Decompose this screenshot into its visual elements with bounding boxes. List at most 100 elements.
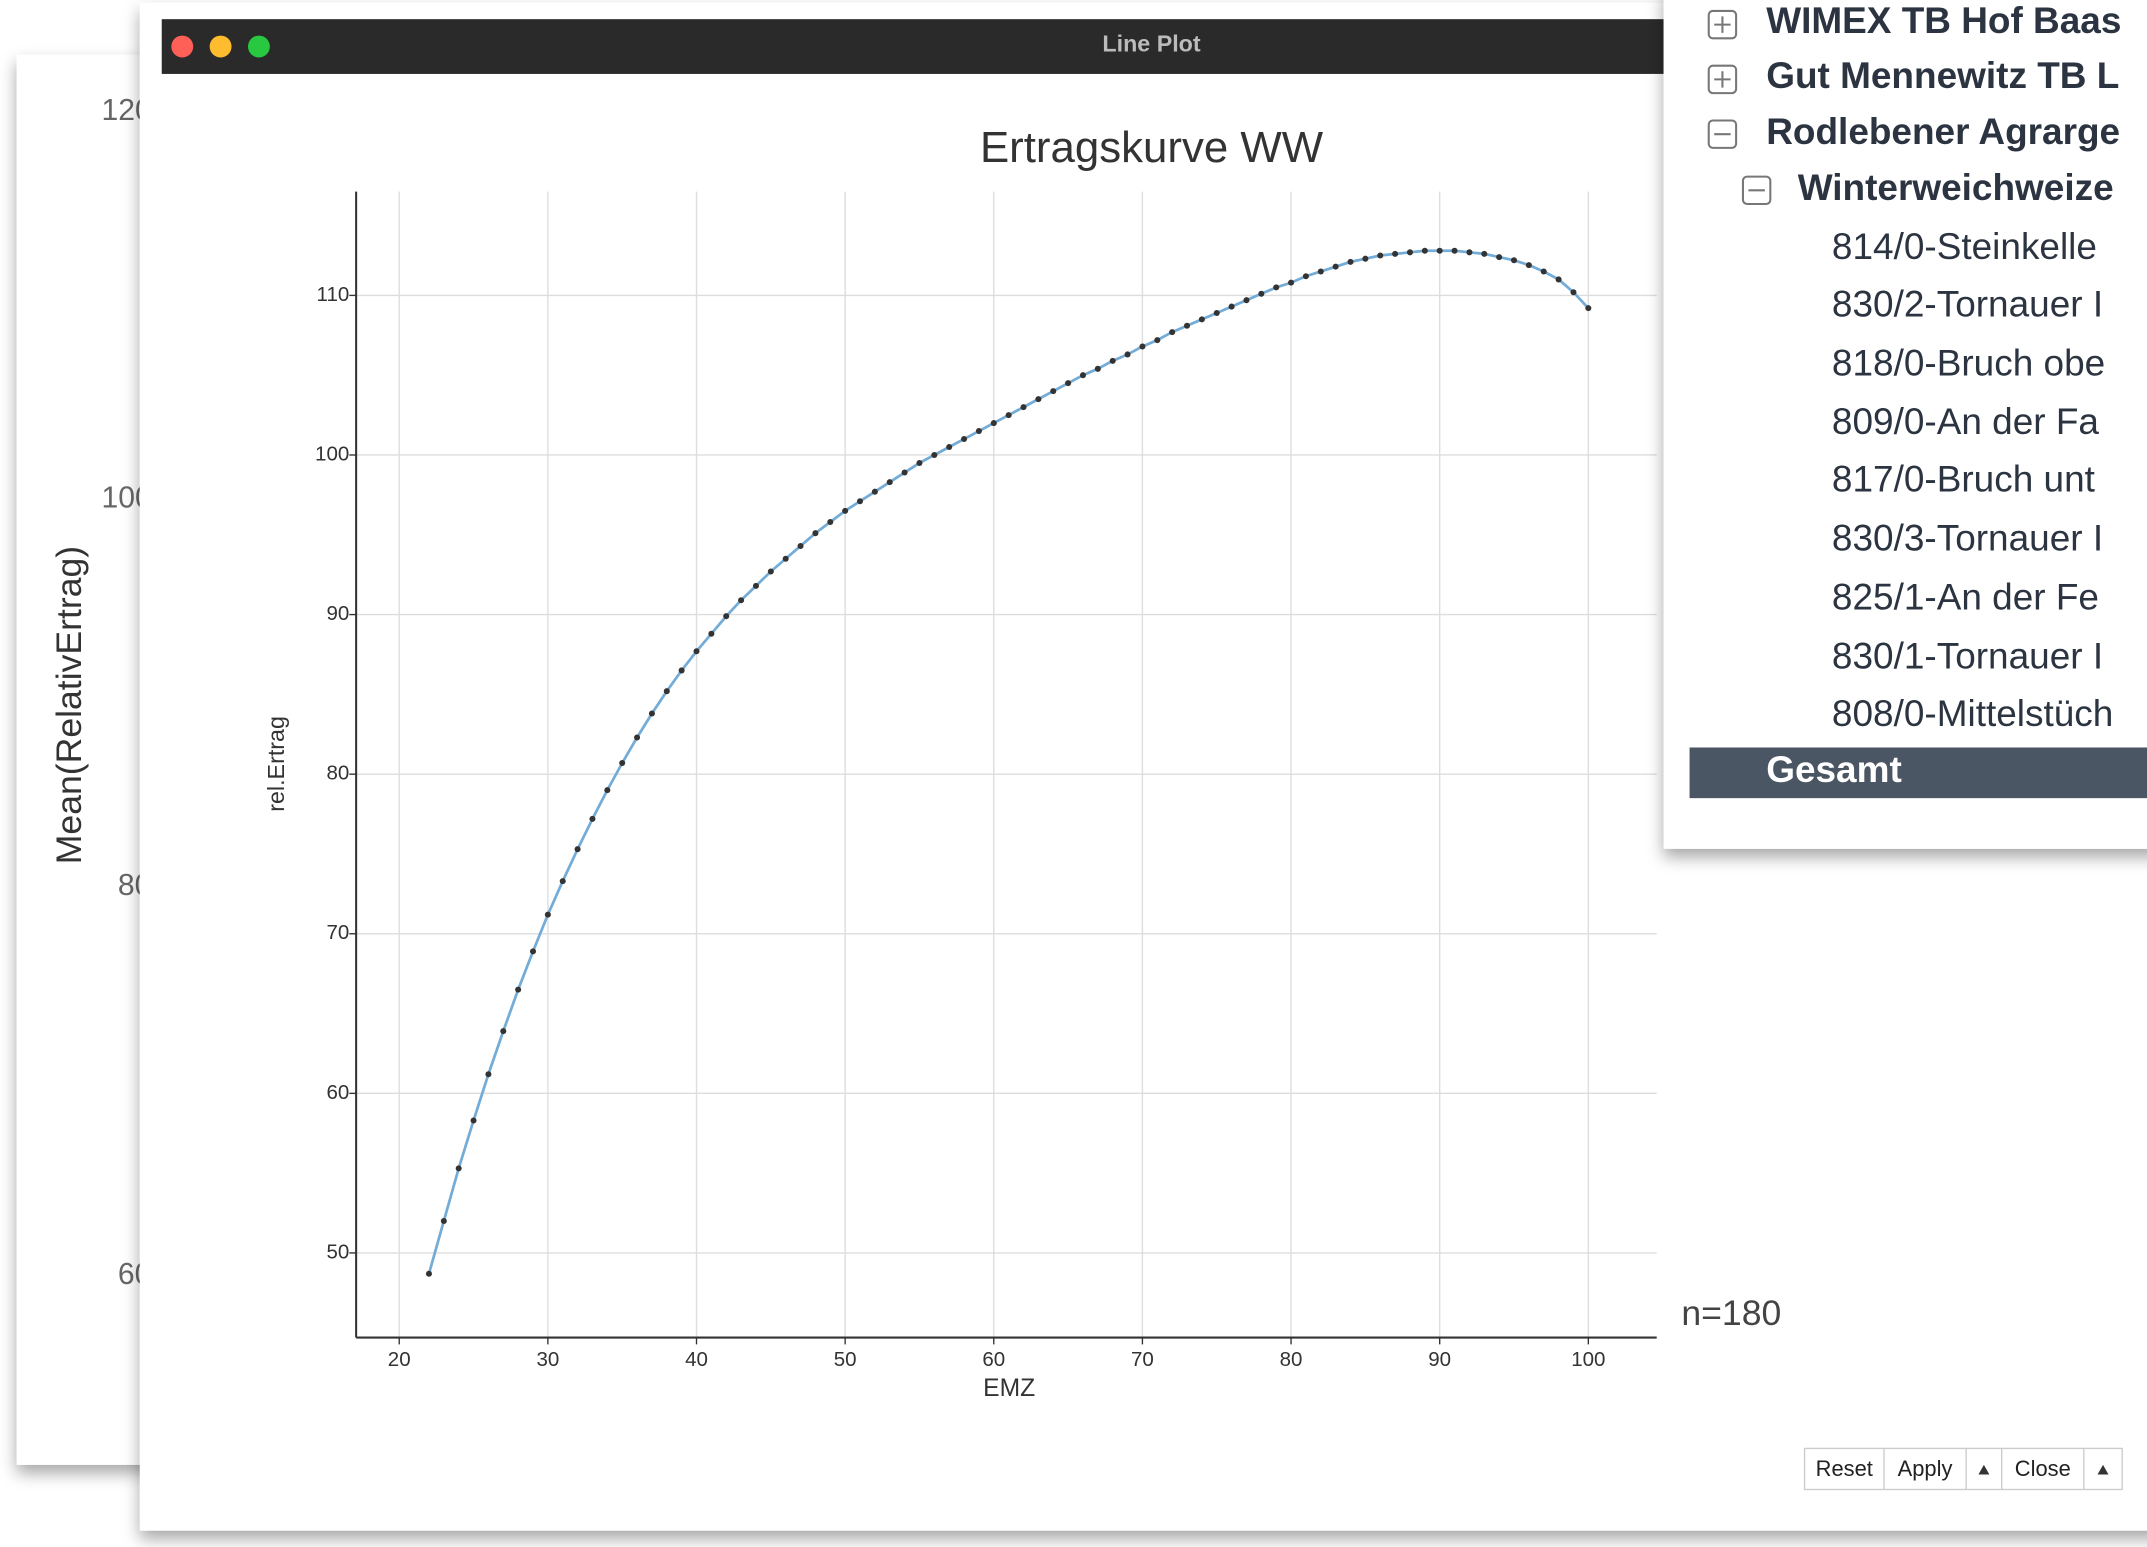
point: [1169, 329, 1176, 336]
point: [1377, 252, 1384, 259]
point: [1035, 396, 1042, 403]
point: [1154, 337, 1161, 344]
point: [946, 444, 953, 451]
point: [1198, 316, 1205, 323]
point: [1258, 290, 1265, 297]
point: [1511, 257, 1518, 264]
point: [738, 597, 745, 604]
x-tick-label: 60: [982, 1348, 1005, 1371]
point: [574, 846, 581, 853]
point: [1005, 412, 1012, 419]
chart-title: Ertragskurve WW: [980, 123, 1324, 172]
point: [752, 582, 759, 589]
point: [1570, 289, 1577, 296]
selected-row[interactable]: [1689, 747, 2147, 799]
tree-item[interactable]: Rodlebener Agrarge: [1766, 111, 2120, 152]
tree-item[interactable]: 825/1-An der Fe: [1832, 576, 2099, 617]
tree-icons: [1707, 9, 1772, 206]
point: [440, 1218, 447, 1225]
point: [1302, 273, 1309, 280]
y-tick-label: 50: [326, 1240, 349, 1263]
point: [767, 568, 774, 575]
point: [663, 688, 670, 695]
n-label: n=180: [1681, 1293, 1781, 1333]
point: [1109, 357, 1116, 364]
point: [797, 542, 804, 549]
collapse-icon[interactable]: [1741, 175, 1772, 206]
point: [961, 436, 968, 443]
y-axis-label: rel.Ertrag: [263, 716, 289, 812]
reset-button[interactable]: Reset: [1816, 1456, 1873, 1481]
tree-item[interactable]: 818/0-Bruch obe: [1832, 342, 2105, 383]
tree-item[interactable]: 817/0-Bruch unt: [1832, 459, 2095, 500]
point: [425, 1270, 432, 1277]
point: [782, 555, 789, 562]
point: [842, 507, 849, 514]
point: [1273, 284, 1280, 291]
expand-icon[interactable]: [1707, 9, 1738, 40]
tree-item[interactable]: 830/1-Tornauer I: [1832, 635, 2103, 676]
plot: Ertragskurve WW EMZ rel.Ertrag 20 30 40 50 6…: [263, 123, 1657, 1402]
point: [827, 519, 834, 526]
window-title: Line Plot: [1102, 30, 1200, 56]
button-bar: Reset Apply Close: [1803, 1447, 2123, 1491]
collapse-icon[interactable]: [1707, 119, 1738, 149]
point: [1555, 276, 1562, 283]
point: [856, 498, 864, 505]
y-tick-label: 80: [326, 762, 349, 785]
point: [1436, 247, 1443, 254]
close-dot[interactable]: [171, 35, 194, 58]
point: [1406, 249, 1413, 256]
point: [901, 469, 908, 476]
point: [916, 459, 923, 466]
point: [871, 488, 878, 495]
apply-button[interactable]: Apply: [1898, 1456, 1953, 1481]
plus: [1714, 16, 1731, 33]
tree-item[interactable]: Gut Mennewitz TB L: [1766, 55, 2119, 96]
point: [1213, 309, 1220, 316]
point: [931, 451, 938, 459]
tree-item-selected[interactable]: Gesamt: [1766, 749, 1902, 790]
point: [678, 667, 685, 674]
expand-icon[interactable]: [1707, 64, 1738, 95]
point: [1184, 322, 1191, 329]
close-menu-arrow[interactable]: [2097, 1464, 2109, 1475]
point: [1228, 303, 1235, 310]
point: [693, 648, 700, 655]
point: [604, 787, 611, 794]
point: [1466, 249, 1473, 256]
point: [1243, 297, 1250, 304]
point: [1332, 263, 1339, 270]
point: [975, 428, 982, 435]
apply-menu-arrow[interactable]: [1978, 1464, 1990, 1475]
tree-item[interactable]: 830/3-Tornauer I: [1832, 518, 2103, 559]
point: [1079, 372, 1086, 379]
point: [1124, 351, 1131, 358]
point: [1362, 255, 1369, 262]
tree-item[interactable]: 808/0-Mittelstüch: [1832, 693, 2113, 734]
point: [1317, 268, 1324, 275]
tree-item[interactable]: 814/0-Steinkelle: [1832, 226, 2097, 267]
tree-item[interactable]: 809/0-An der Fa: [1832, 401, 2099, 442]
point: [812, 530, 819, 537]
x-tick-label: 100: [1571, 1348, 1605, 1371]
y-tick-label: 90: [326, 602, 349, 625]
tree-item[interactable]: Winterweichweize: [1798, 167, 2114, 208]
point: [634, 734, 641, 741]
close-button[interactable]: Close: [2015, 1456, 2071, 1481]
point: [1065, 380, 1072, 387]
point: [1139, 343, 1146, 350]
point: [470, 1117, 477, 1124]
point: [1392, 250, 1399, 257]
point: [589, 815, 596, 822]
minimize-dot[interactable]: [209, 35, 232, 58]
point: [1481, 250, 1488, 257]
tree-item[interactable]: 830/2-Tornauer I: [1832, 283, 2103, 324]
zoom-dot[interactable]: [247, 35, 270, 58]
tree-item[interactable]: WIMEX TB Hof Baas: [1766, 0, 2121, 41]
button-group: [1803, 1447, 2123, 1491]
point: [990, 420, 997, 427]
point: [708, 630, 715, 637]
x-tick-label: 40: [685, 1348, 708, 1371]
